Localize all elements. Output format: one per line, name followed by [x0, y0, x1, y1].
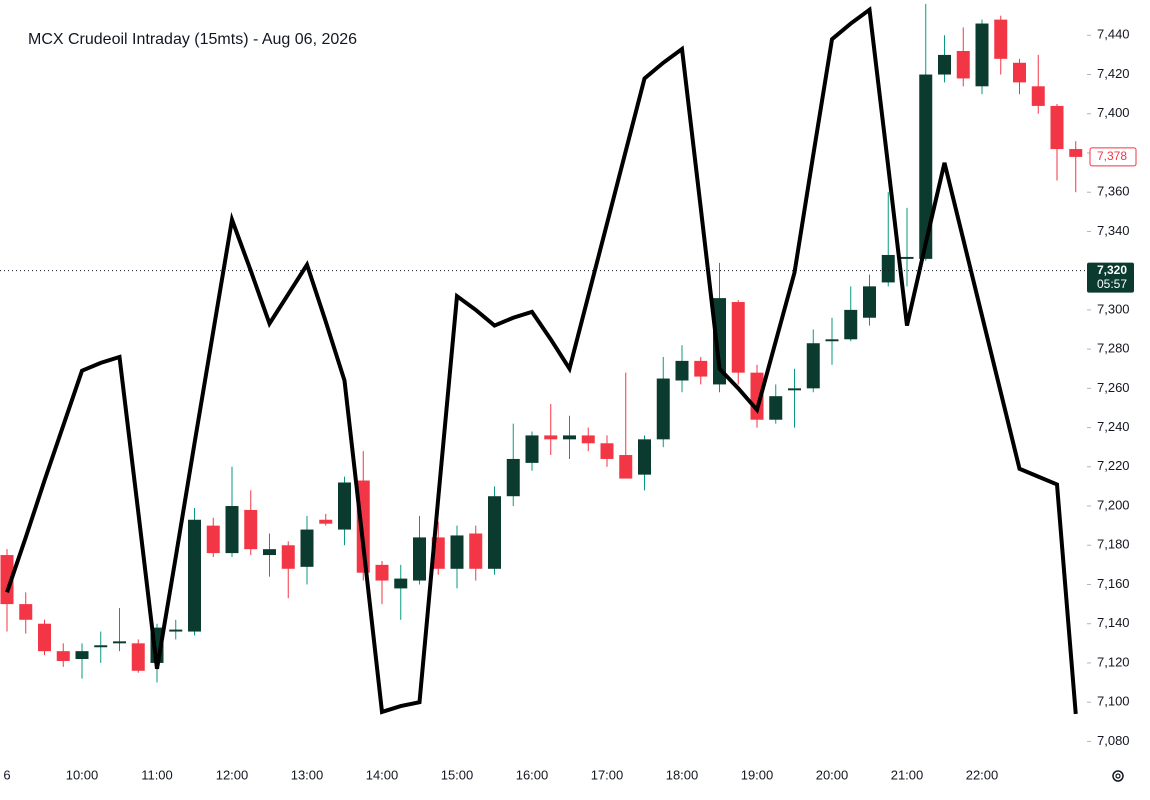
candle-body	[806, 343, 820, 389]
candle-body	[1013, 62, 1026, 83]
crosshair-label: 7,320	[1097, 263, 1127, 277]
y-tick-label: 7,300	[1097, 301, 1130, 316]
candle-body	[600, 443, 614, 459]
candle-body	[656, 378, 670, 440]
candle-body	[0, 555, 14, 605]
candle-body	[581, 435, 595, 444]
candle-body	[375, 564, 389, 581]
x-tick-label: 6	[3, 767, 10, 782]
candle-body	[56, 651, 70, 661]
x-tick-label: 20:00	[816, 767, 849, 782]
candle-body	[769, 396, 783, 420]
candle-body	[450, 535, 464, 569]
y-tick-label: 7,140	[1097, 615, 1130, 630]
last-price-box	[1089, 147, 1137, 167]
x-tick-label: 18:00	[666, 767, 699, 782]
countdown-label: 05:57	[1097, 277, 1127, 291]
candle-body	[694, 360, 708, 377]
candle-body	[94, 645, 108, 648]
y-tick-label: 7,080	[1097, 733, 1130, 748]
x-tick-label: 11:00	[141, 767, 173, 782]
candle-body	[956, 50, 970, 79]
y-tick-label: 7,180	[1097, 537, 1130, 552]
candle-body	[525, 435, 539, 463]
settings-icon[interactable]	[1112, 770, 1124, 782]
candle-body	[113, 641, 126, 644]
candle-body	[919, 74, 933, 259]
crosshair-label-box	[1087, 262, 1134, 293]
candle-body	[563, 435, 576, 440]
candle-body	[938, 54, 951, 75]
candle-body	[169, 629, 183, 632]
y-tick-label: 7,160	[1097, 576, 1130, 591]
candle-body	[844, 309, 858, 340]
candle-body	[38, 623, 51, 652]
candle-body	[469, 533, 483, 569]
candle-body	[19, 604, 33, 620]
x-tick-label: 13:00	[291, 767, 324, 782]
candle-body	[713, 298, 726, 385]
candle-body	[225, 506, 239, 554]
candle-body	[281, 545, 295, 569]
y-tick-label: 7,340	[1097, 223, 1130, 238]
candle-body	[994, 19, 1008, 59]
y-tick-label: 7,100	[1097, 694, 1130, 709]
candle-body	[731, 302, 745, 373]
candle-body	[975, 23, 989, 87]
candle-body	[506, 458, 520, 497]
last-price-label: 7,378	[1097, 149, 1127, 163]
candle-body	[638, 439, 651, 475]
y-tick-label: 7,120	[1097, 654, 1130, 669]
x-tick-label: 10:00	[66, 767, 99, 782]
y-tick-label: 7,240	[1097, 419, 1130, 434]
x-tick-label: 19:00	[741, 767, 774, 782]
x-tick-label: 12:00	[216, 767, 249, 782]
candle-body	[338, 482, 351, 530]
settings-icon-center	[1115, 773, 1121, 779]
candle-body	[788, 388, 801, 391]
candle-body	[1050, 105, 1064, 150]
candle-body	[263, 549, 276, 556]
y-tick-label: 7,260	[1097, 380, 1130, 395]
candle-body	[413, 537, 426, 581]
candle-body	[319, 519, 333, 524]
x-tick-label: 14:00	[366, 767, 399, 782]
x-tick-label: 16:00	[516, 767, 549, 782]
candle-body	[488, 496, 501, 569]
candle-body	[188, 519, 201, 632]
y-tick-label: 7,440	[1097, 27, 1130, 42]
candle-body	[544, 435, 558, 440]
candle-body	[244, 509, 258, 550]
x-tick-label: 15:00	[441, 767, 474, 782]
y-tick-label: 7,420	[1097, 66, 1130, 81]
candle-body	[131, 643, 145, 671]
candle-body	[394, 578, 408, 589]
y-tick-label: 7,220	[1097, 458, 1130, 473]
candle-body	[300, 529, 314, 567]
x-tick-label: 22:00	[966, 767, 999, 782]
y-tick-label: 7,200	[1097, 497, 1130, 512]
candle-body	[1031, 86, 1045, 106]
y-tick-label: 7,360	[1097, 184, 1130, 199]
plot-area	[0, 3, 1083, 715]
candle-body	[206, 525, 220, 554]
candle-body	[900, 256, 914, 259]
candle-body	[75, 651, 89, 660]
overlay-line	[5, 6, 1078, 715]
y-tick-label: 7,400	[1097, 105, 1130, 120]
candle-body	[825, 339, 839, 342]
candle-body	[675, 360, 689, 381]
candle-body	[881, 254, 895, 283]
x-tick-label: 21:00	[891, 767, 924, 782]
y-tick-label: 7,280	[1097, 341, 1130, 356]
candle-body	[619, 455, 633, 479]
chart-title: MCX Crudeoil Intraday (15mts) - Aug 06, …	[28, 31, 357, 48]
x-tick-label: 17:00	[591, 767, 624, 782]
candle-body	[1069, 149, 1083, 157]
candle-body	[863, 286, 876, 318]
